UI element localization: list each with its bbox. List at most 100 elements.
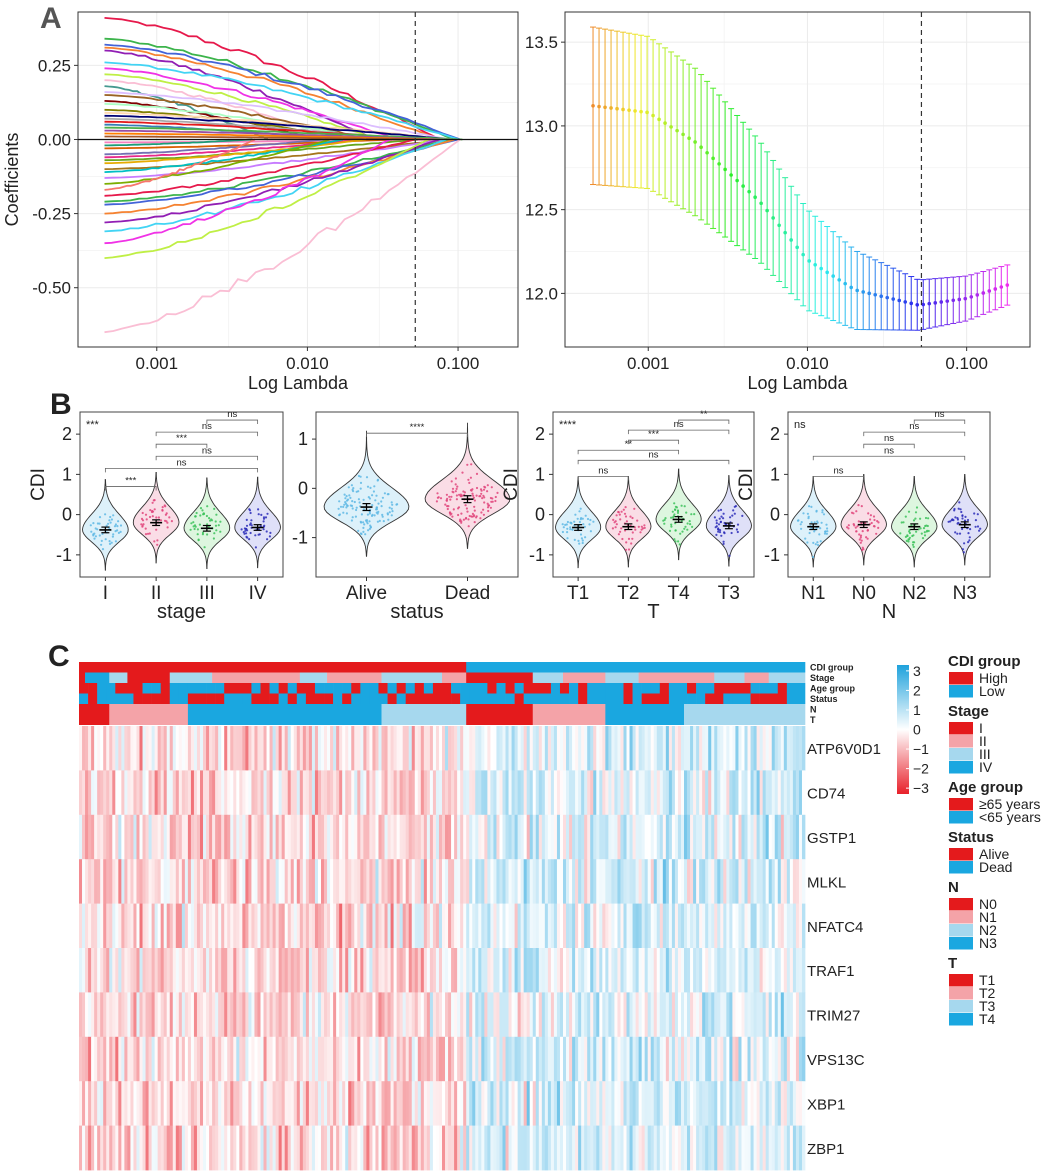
heatmap-cell bbox=[535, 770, 540, 816]
cv-mean-point bbox=[963, 296, 968, 301]
heatmap-cell bbox=[448, 859, 452, 904]
heatmap-cell bbox=[684, 1036, 688, 1082]
heatmap-cell bbox=[221, 903, 225, 949]
heatmap-cell bbox=[711, 859, 715, 904]
heatmap-cell bbox=[620, 726, 624, 771]
annotation-cell bbox=[705, 693, 715, 704]
heatmap-cell bbox=[324, 770, 328, 816]
heatmap-cell bbox=[97, 726, 101, 771]
annotation-cell bbox=[777, 683, 788, 694]
heatmap-cell bbox=[302, 903, 307, 949]
annotation-row-label: Age group bbox=[810, 684, 855, 694]
heatmap-cell bbox=[221, 1081, 225, 1126]
heatmap-cell bbox=[284, 1036, 289, 1082]
heatmap-cell bbox=[659, 1081, 664, 1126]
heatmap-cell bbox=[801, 992, 806, 1038]
heatmap-cell bbox=[324, 1036, 328, 1082]
heatmap-cell bbox=[175, 1036, 180, 1082]
heatmap-cell bbox=[103, 814, 107, 860]
heatmap-cell bbox=[650, 903, 655, 949]
heatmap-cell bbox=[517, 1081, 522, 1126]
violin bbox=[705, 475, 752, 567]
heatmap-cell bbox=[487, 903, 491, 949]
heatmap-cell bbox=[656, 992, 661, 1038]
heatmap-cell bbox=[254, 1036, 258, 1082]
heatmap-cell bbox=[348, 814, 352, 860]
annotation-cell bbox=[677, 693, 688, 704]
data-point bbox=[469, 476, 472, 479]
heatmap-cell bbox=[190, 859, 195, 904]
heatmap-cell bbox=[193, 814, 198, 860]
data-point bbox=[213, 532, 216, 535]
heatmap-cell bbox=[693, 903, 697, 949]
data-point bbox=[117, 520, 120, 523]
data-point bbox=[488, 504, 491, 507]
heatmap-cell bbox=[705, 1081, 709, 1126]
violin bbox=[183, 477, 231, 569]
heatmap-cell bbox=[136, 770, 140, 816]
heatmap-cell bbox=[499, 903, 503, 949]
heatmap-cell bbox=[587, 1125, 591, 1171]
cv-mean-point bbox=[819, 266, 823, 271]
data-point bbox=[978, 529, 981, 532]
comparison-bracket bbox=[155, 455, 259, 461]
heatmap-cell bbox=[242, 903, 246, 949]
heatmap-cell bbox=[556, 814, 561, 860]
data-point bbox=[98, 516, 102, 519]
data-point bbox=[576, 517, 579, 520]
heatmap-cell bbox=[708, 1125, 712, 1171]
heatmap-cell bbox=[351, 948, 355, 993]
heatmap-cell bbox=[668, 948, 673, 993]
heatmap-cell bbox=[635, 859, 639, 904]
heatmap-cell bbox=[408, 1036, 413, 1082]
heatmap-cell bbox=[732, 1081, 736, 1126]
heatmap-cell bbox=[771, 903, 776, 949]
data-point bbox=[371, 494, 374, 497]
heatmap-cell bbox=[699, 1036, 703, 1082]
heatmap-cell bbox=[278, 1081, 283, 1126]
heatmap-cell bbox=[529, 1081, 534, 1126]
data-point bbox=[625, 520, 629, 523]
heatmap-cell bbox=[366, 1081, 370, 1126]
data-point bbox=[390, 514, 393, 517]
heatmap-cell bbox=[644, 770, 649, 816]
data-point bbox=[242, 531, 245, 534]
data-point bbox=[475, 486, 479, 490]
heatmap-cell bbox=[118, 1125, 122, 1171]
heatmap-cell bbox=[278, 859, 283, 904]
data-point bbox=[208, 517, 211, 520]
heatmap-cell bbox=[317, 770, 322, 816]
heatmap-cell bbox=[321, 1036, 325, 1082]
heatmap-cell bbox=[112, 770, 116, 816]
annotation-cell bbox=[381, 672, 443, 683]
heatmap-cell bbox=[97, 1125, 101, 1171]
panel-label-b: B bbox=[50, 388, 72, 421]
heatmap-cell bbox=[798, 726, 803, 771]
data-point bbox=[212, 537, 215, 540]
heatmap-cell bbox=[133, 1125, 137, 1171]
annotation-cell bbox=[523, 693, 534, 704]
heatmap-cell bbox=[408, 726, 413, 771]
heatmap-cell bbox=[127, 948, 131, 993]
data-point bbox=[111, 535, 114, 538]
heatmap-cell bbox=[780, 726, 785, 771]
heatmap-cell bbox=[674, 1081, 679, 1126]
heatmap-cell bbox=[218, 814, 222, 860]
heatmap-cell bbox=[550, 903, 555, 949]
heatmap-cell bbox=[166, 1125, 171, 1171]
heatmap-cell bbox=[254, 1081, 258, 1126]
comparison-bracket bbox=[206, 419, 259, 425]
heatmap-cell bbox=[448, 1036, 452, 1082]
heatmap-cell bbox=[677, 859, 682, 904]
cv-mean-point bbox=[771, 216, 775, 220]
heatmap-cell bbox=[317, 726, 322, 771]
heatmap-cell bbox=[429, 1081, 434, 1126]
heatmap-cell bbox=[523, 948, 528, 993]
heatmap-cell bbox=[671, 992, 676, 1038]
data-point bbox=[482, 508, 485, 511]
heatmap-cell bbox=[109, 859, 113, 904]
heatmap-cell bbox=[236, 1125, 240, 1171]
heatmap-cell bbox=[399, 814, 404, 860]
heatmap-cell bbox=[239, 1036, 243, 1082]
heatmap-cell bbox=[762, 1125, 767, 1171]
